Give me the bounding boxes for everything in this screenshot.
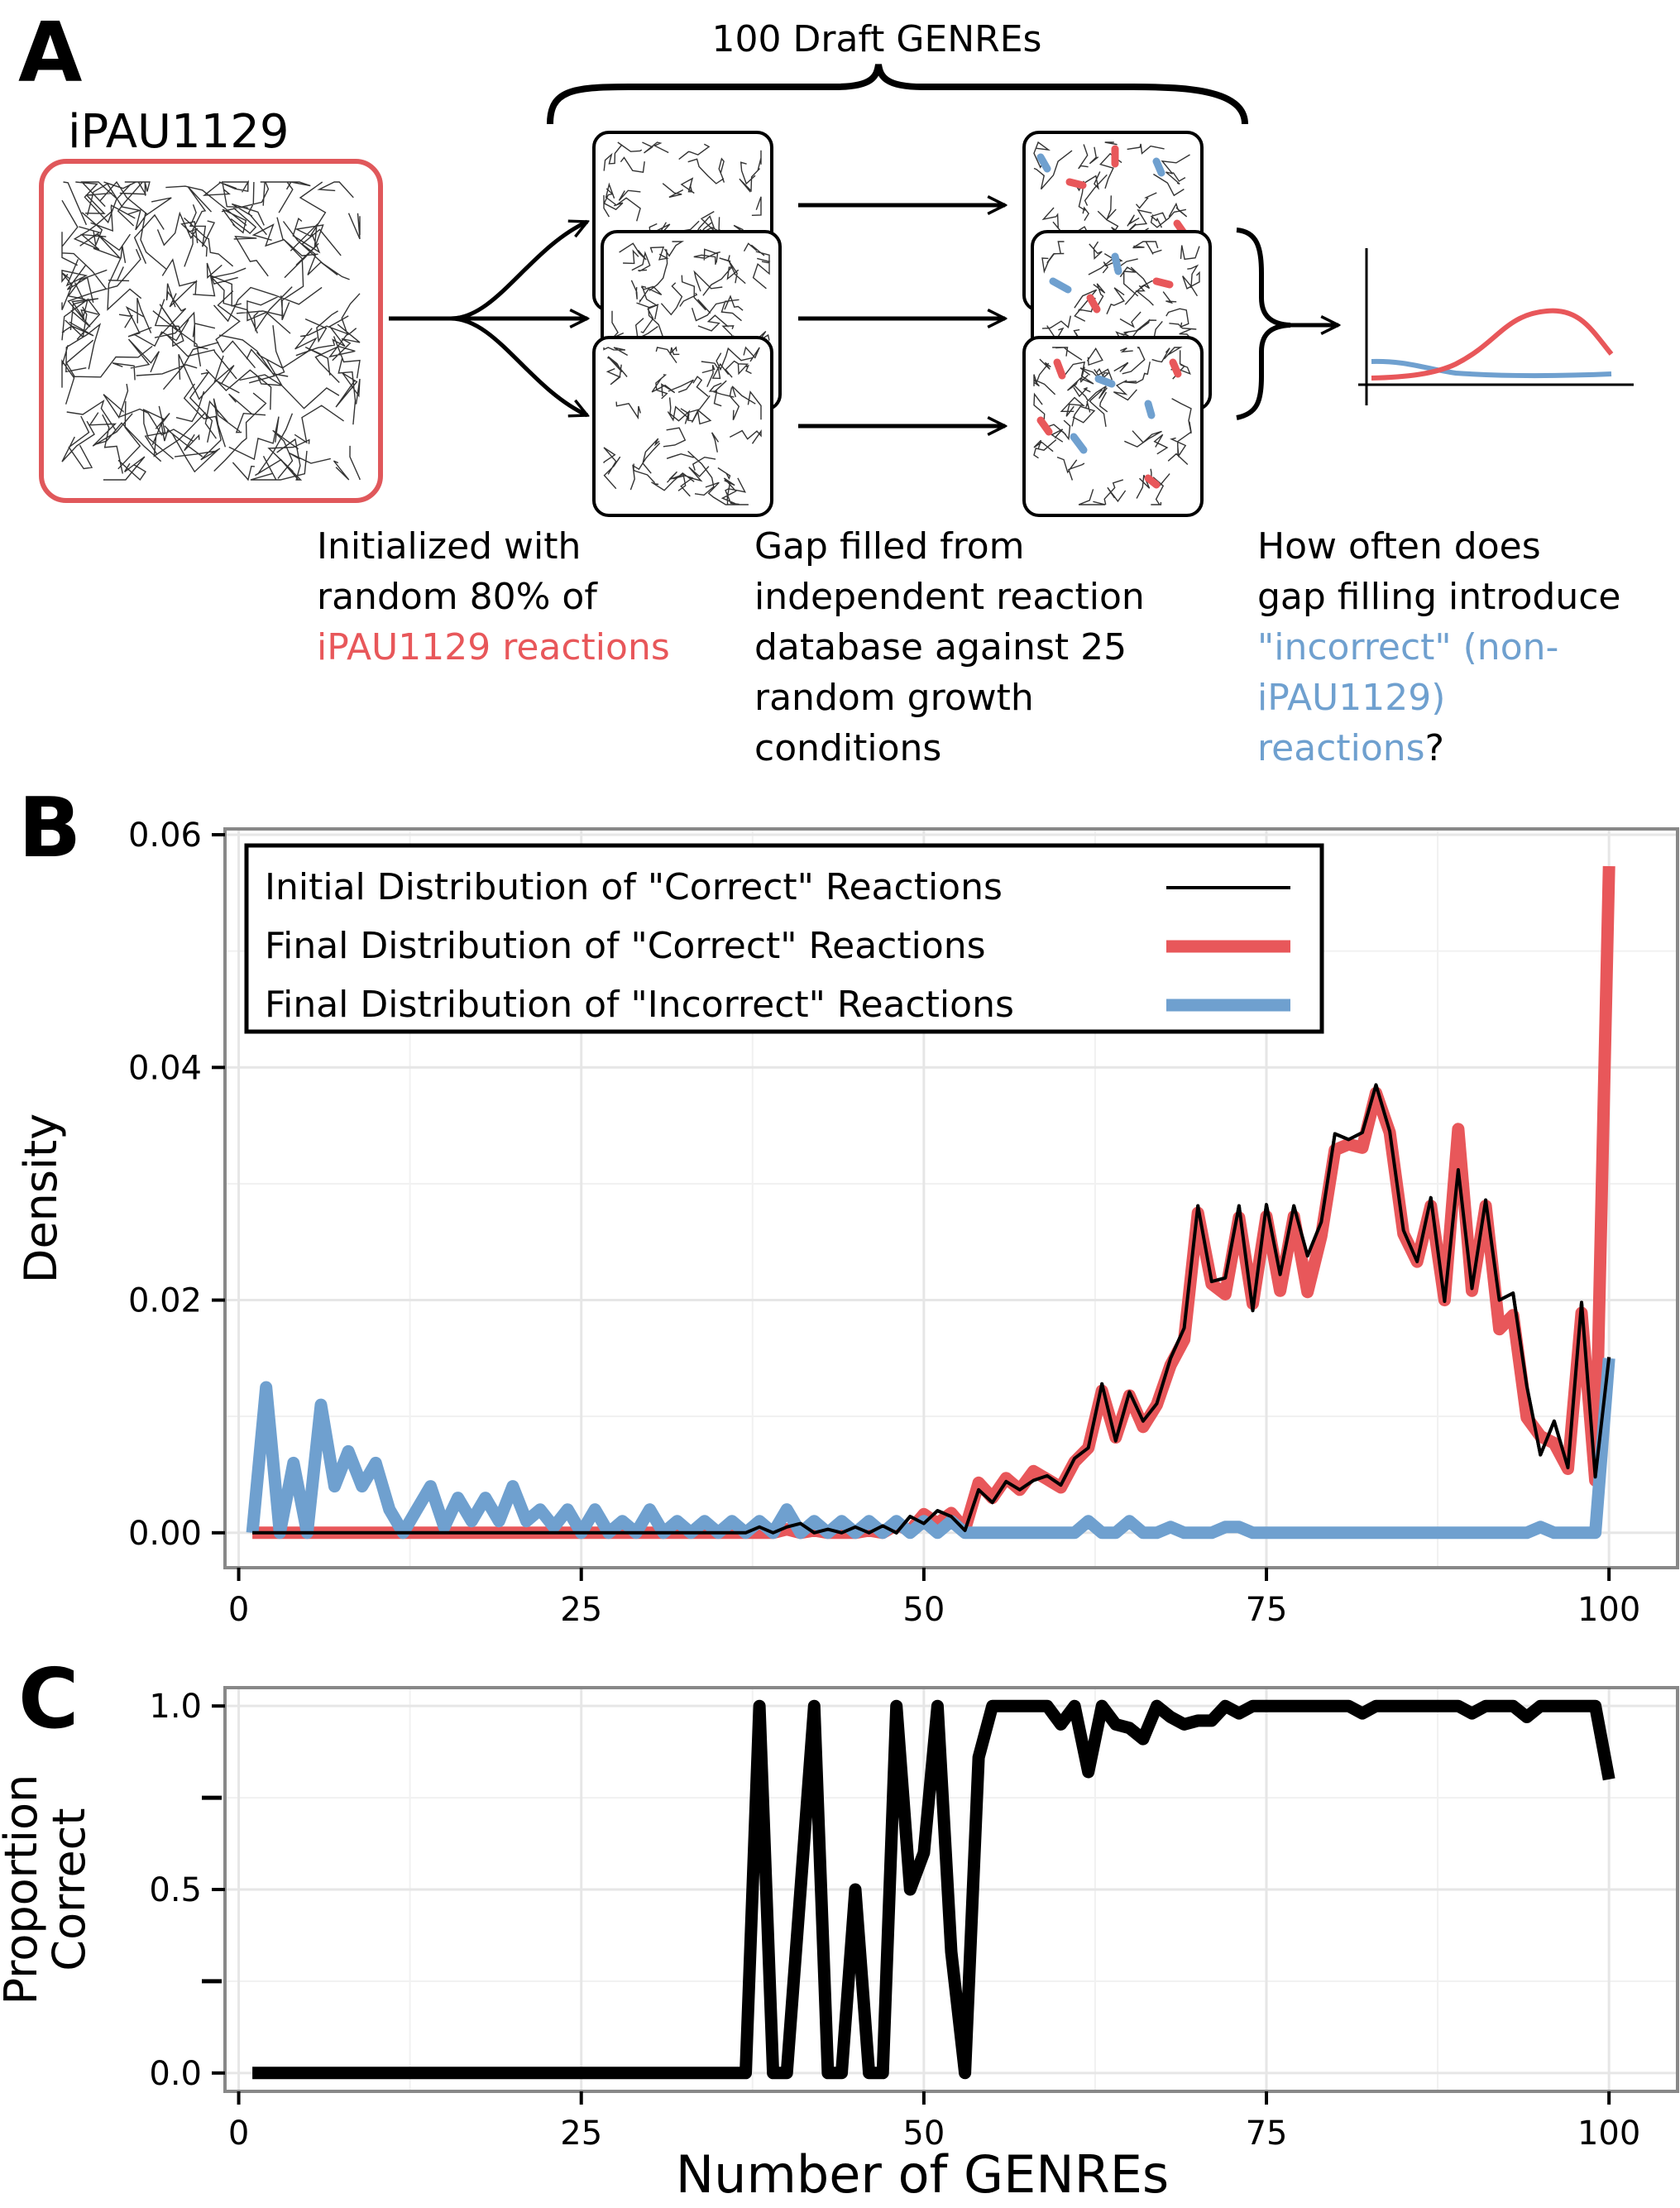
legend-label: Final Distribution of "Correct" Reaction… [265,925,986,967]
x-tick-label: 75 [1246,2115,1288,2153]
iPAU1129-network-image [61,180,361,481]
model-name-label: iPAU1129 [68,105,290,159]
added-reaction-mark [1049,277,1072,294]
x-tick-label: 50 [902,1591,945,1629]
series-initial-correct-top [252,1083,1611,1535]
y-tick-label: 0.02 [128,1282,202,1320]
x-tick-label: 50 [902,2115,945,2153]
series-initial-correct [252,1083,1611,1535]
draft-genre-stack-gapfilled [1022,131,1212,517]
legend: Initial Distribution of "Correct" Reacti… [244,843,1324,1034]
plot-border [223,827,1679,1569]
density-chart: 0 25 50 75 100 0.00 0.02 0.04 0.06 Density Initial… [15,817,1679,1629]
x-tick-label: 75 [1246,1591,1288,1629]
legend-label: Initial Distribution of "Correct" Reacti… [265,866,1003,908]
added-reaction-mark [1036,153,1051,173]
caption-gapfilled: Gap filled from independent reaction dat… [754,525,1156,769]
draft-card [592,336,773,517]
added-reaction-mark [1169,358,1182,378]
added-reaction-mark [1053,358,1066,380]
merge-brace [1236,228,1291,420]
y-tick-label: 0.0 [149,2055,202,2093]
network-edges [61,180,361,481]
y-axis-label-line1: Proportion [0,1775,47,2005]
panel-a: A iPAU1129 100 Draft GENREs [18,4,1634,769]
panel-c-letter: C [18,1650,79,1747]
x-axis-label: Number of GENREs [676,2144,1169,2205]
card-network-edges [603,346,762,505]
mini-distribution-chart [1358,248,1634,405]
added-reaction-mark [1152,157,1165,177]
draft-genre-stack-initial [592,131,782,517]
panel-b-letter: B [18,779,81,876]
x-tick-label: 100 [1577,1591,1640,1629]
y-tick-label: 0.00 [128,1515,202,1553]
panel-a-letter: A [18,4,82,101]
added-reaction-mark [1111,252,1122,275]
gapfill-arrows [798,205,1005,426]
y-tick-label: 0.5 [149,1871,202,1909]
added-reaction-mark [1086,294,1101,314]
y-axis-label: Density [15,1114,67,1283]
brace-label: 100 Draft GENREs [712,18,1042,60]
branch-arrows [389,222,587,415]
added-reaction-mark [1144,400,1156,419]
gapfilled-card [1022,336,1204,517]
caption-question: How often does gap filling introduce "in… [1257,525,1632,769]
y-tick-label: 0.06 [128,817,202,855]
legend-box [244,843,1324,1034]
series-proportion-correct [252,1699,1615,2080]
y-tick-label: 1.0 [149,1688,202,1726]
added-reaction-mark [1065,178,1087,189]
caption-initialized: Initialized with random 80% of iPAU1129 … [317,525,670,668]
added-reaction-mark [1070,433,1088,454]
mini-incorrect-curve [1371,358,1612,379]
mini-correct-curve [1371,308,1614,381]
legend-label: Final Distribution of "Incorrect" Reacti… [265,984,1014,1026]
added-reaction-mark [1036,416,1053,436]
series-final-incorrect [246,1358,1615,1540]
y-axis-label-line2: Correct [43,1808,95,1971]
added-reaction-mark [1152,277,1174,289]
x-tick-label: 0 [228,2115,249,2153]
x-tick-label: 100 [1577,2115,1640,2153]
x-tick-label: 25 [560,1591,602,1629]
x-tick-label: 0 [228,1591,249,1629]
added-reaction-mark [1144,474,1161,489]
card-frame [592,336,773,517]
added-reaction-mark [1094,375,1116,388]
x-tick-label: 25 [560,2115,602,2153]
brace-shape [547,64,1248,125]
y-tick-label: 0.04 [128,1049,202,1087]
